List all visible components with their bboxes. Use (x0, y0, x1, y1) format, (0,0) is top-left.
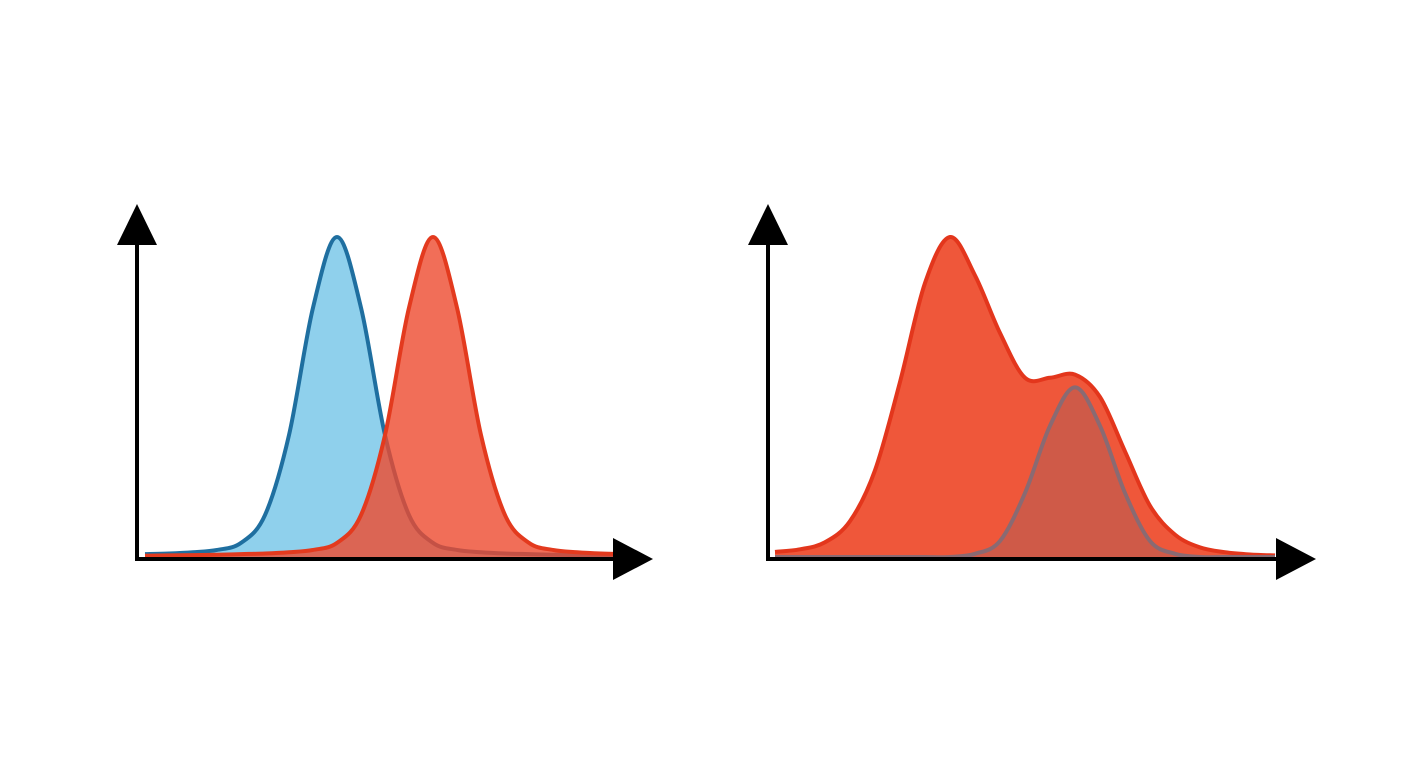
area-fill (145, 237, 625, 557)
area-fill (775, 387, 1275, 558)
x-axis-arrow (1276, 538, 1316, 580)
x-axis-arrow (613, 538, 653, 580)
area-line (144, 235, 626, 558)
left-chart (117, 204, 653, 580)
right-chart (748, 204, 1316, 580)
y-axis-arrow (748, 204, 788, 245)
y-axis-arrow (117, 204, 157, 245)
area-fill (775, 236, 1275, 558)
area-line (774, 235, 1276, 558)
